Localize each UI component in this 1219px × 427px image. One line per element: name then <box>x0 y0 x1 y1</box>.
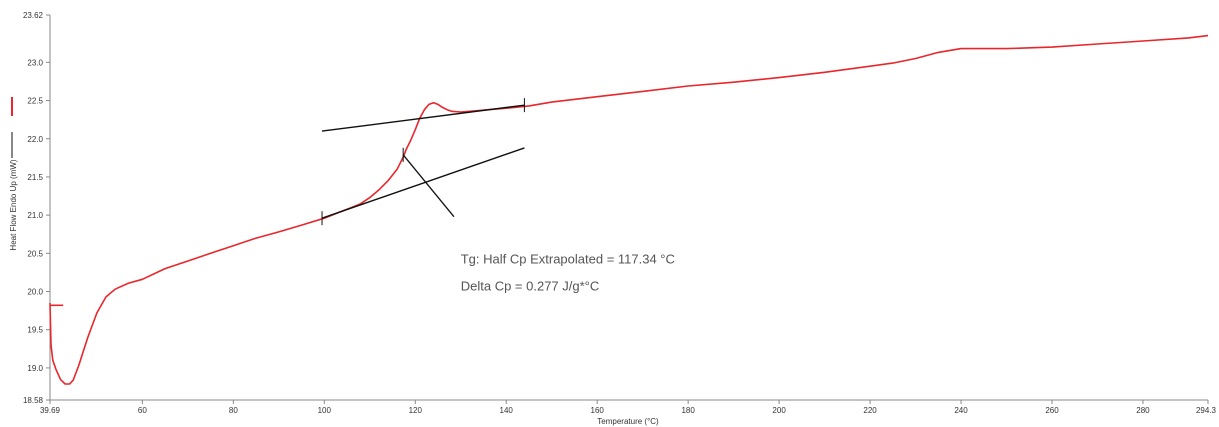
x-tick-label: 240 <box>954 406 968 415</box>
y-axis: 18.58 19.0 19.5 20.0 20.5 21.0 21.5 22.0 22.5 23.… <box>23 11 51 405</box>
annotation-tg-text: Tg: Half Cp Extrapolated = 117.34 °C <box>461 251 675 266</box>
x-tick-label: 220 <box>863 406 877 415</box>
y-tick-label: 23.62 <box>23 11 44 20</box>
x-tick-label: 39.69 <box>40 406 61 415</box>
y-axis-title: Heat Flow Endo Up (mW) <box>9 159 18 250</box>
y-tick-label: 21.5 <box>27 173 43 182</box>
annotation-delta-cp-text: Delta Cp = 0.277 J/g*°C <box>461 278 600 293</box>
overlay-layer <box>321 98 525 226</box>
annotation: Tg: Half Cp Extrapolated = 117.34 °C Del… <box>461 251 675 293</box>
x-tick-label: 80 <box>229 406 238 415</box>
y-tick-label: 20.5 <box>27 249 43 258</box>
y-tick-label: 21.0 <box>27 211 43 220</box>
x-axis-title: Temperature (°C) <box>597 417 659 426</box>
tangent-line-1 <box>321 147 525 219</box>
x-tick-label: 160 <box>591 406 605 415</box>
leader-line <box>402 154 455 218</box>
x-tick-label: 294.3 <box>1196 406 1217 415</box>
x-tick-label: 100 <box>318 406 332 415</box>
series-line-0 <box>49 34 1209 385</box>
x-tick-label: 260 <box>1045 406 1059 415</box>
y-tick-label: 20.0 <box>27 288 43 297</box>
series-layer <box>49 34 1209 385</box>
x-tick-label: 120 <box>409 406 423 415</box>
y-tick-label: 22.5 <box>27 97 43 106</box>
y-tick-label: 18.58 <box>23 396 44 405</box>
x-tick-label: 180 <box>681 406 695 415</box>
x-axis: 39.69 60 80 100 120 140 160 180 200 220 240 260 280 2… <box>40 399 1217 415</box>
tangent-line-0 <box>321 104 525 132</box>
y-tick-label: 22.0 <box>27 135 43 144</box>
y-tick-label: 23.0 <box>27 58 43 67</box>
x-tick-label: 60 <box>138 406 147 415</box>
y-tick-label: 19.5 <box>27 326 43 335</box>
y-tick-label: 19.0 <box>27 364 43 373</box>
x-tick-label: 200 <box>772 406 786 415</box>
x-tick-label: 140 <box>500 406 514 415</box>
x-tick-label: 280 <box>1136 406 1150 415</box>
